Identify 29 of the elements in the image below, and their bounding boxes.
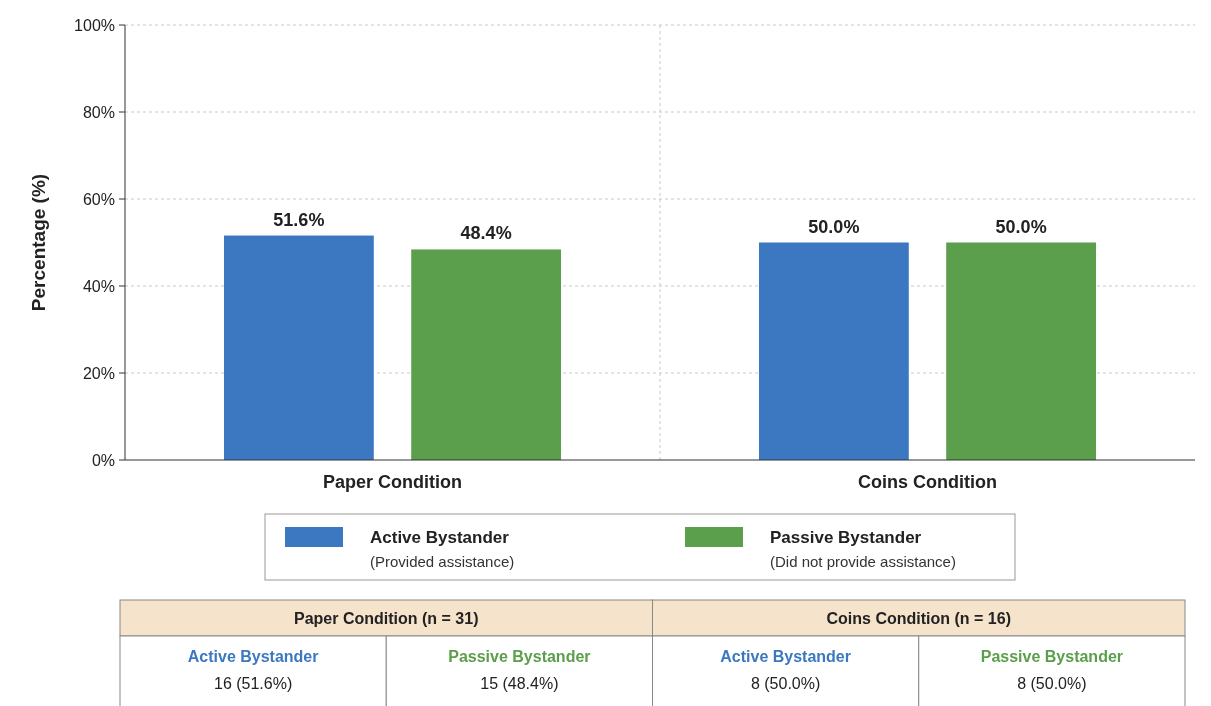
y-tick-label: 60%: [82, 190, 115, 208]
text: 15 (48.4%): [480, 675, 559, 692]
bar: [411, 249, 562, 460]
bar: [758, 242, 909, 460]
bar: [223, 235, 374, 460]
y-tick-label: 40%: [82, 277, 115, 295]
text: Paper Condition (n = 31): [294, 610, 479, 627]
data-label: 50.0%: [995, 216, 1047, 237]
x-tick-label: Coins Condition: [858, 472, 997, 492]
data-label: 51.6%: [273, 209, 325, 230]
text: Active Bystander: [187, 648, 319, 665]
text: Active Bystander: [720, 648, 851, 665]
bar: [946, 242, 1097, 460]
y-tick-label: 0%: [91, 451, 115, 469]
x-tick-label: Paper Condition: [323, 472, 462, 492]
y-tick-label: 100%: [74, 16, 115, 34]
text: Passive Bystander: [980, 648, 1124, 665]
text: 16 (51.6%): [213, 675, 293, 692]
text: 8 (50.0%): [1017, 675, 1087, 692]
legend-label: Passive Bystander (Did not provide assistance): [770, 528, 956, 570]
legend-label: Active Bystander (Provided assistance): [370, 528, 515, 570]
text: Passive Bystander: [448, 648, 591, 665]
text: 8 (50.0%): [750, 675, 821, 692]
y-tick-label: 80%: [82, 103, 115, 121]
y-tick-label: 20%: [82, 364, 115, 382]
data-label: 50.0%: [808, 216, 860, 237]
data-label: 48.4%: [460, 223, 512, 244]
text: Coins Condition (n = 16): [826, 610, 1011, 627]
y-axis-title: Percentage (%): [28, 173, 49, 312]
